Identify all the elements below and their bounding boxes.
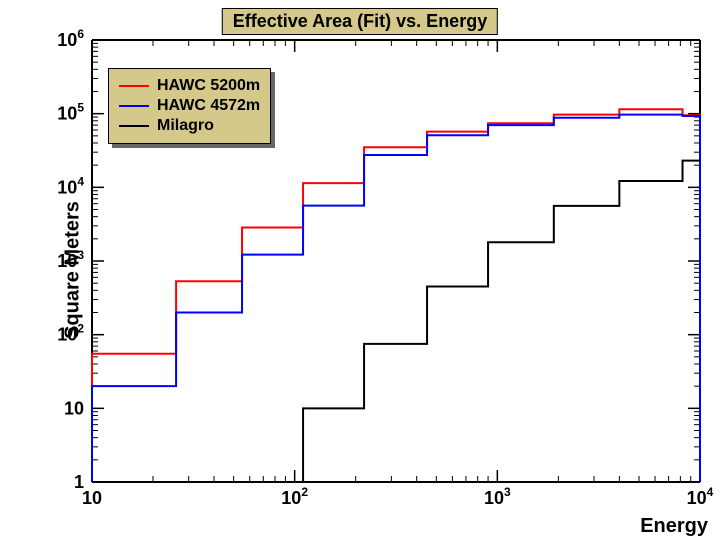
svg-text:10: 10: [82, 488, 102, 508]
svg-text:103: 103: [484, 485, 511, 508]
legend-item: HAWC 4572m: [119, 97, 260, 115]
legend-swatch: [119, 125, 149, 127]
legend-item: Milagro: [119, 117, 260, 135]
svg-text:10: 10: [64, 398, 84, 418]
legend-label: HAWC 4572m: [157, 97, 260, 115]
legend-label: HAWC 5200m: [157, 77, 260, 95]
x-axis-label: Energy: [640, 515, 708, 538]
svg-text:105: 105: [57, 101, 84, 124]
svg-text:106: 106: [57, 27, 84, 50]
svg-text:104: 104: [687, 485, 714, 508]
legend-item: HAWC 5200m: [119, 77, 260, 95]
legend-swatch: [119, 85, 149, 87]
y-axis-label: Square Meters: [61, 201, 84, 339]
chart-title: Effective Area (Fit) vs. Energy: [222, 8, 498, 35]
svg-text:102: 102: [281, 485, 308, 508]
legend: HAWC 5200m HAWC 4572m Milagro: [108, 68, 271, 144]
legend-label: Milagro: [157, 117, 214, 135]
legend-swatch: [119, 105, 149, 107]
chart-container: Effective Area (Fit) vs. Energy Square M…: [0, 0, 720, 540]
svg-text:104: 104: [57, 174, 84, 197]
